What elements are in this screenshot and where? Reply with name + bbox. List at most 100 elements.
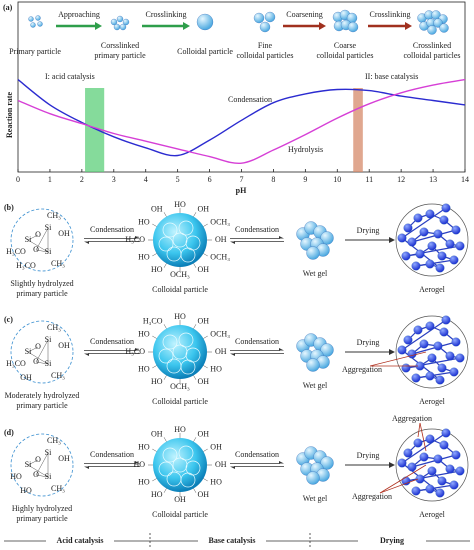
bond bbox=[152, 335, 157, 339]
particle bbox=[320, 231, 334, 245]
sub-particle bbox=[178, 445, 194, 461]
atom-label: CH₃ bbox=[51, 484, 65, 493]
caption: primary particle bbox=[16, 289, 68, 298]
aggregation-arrow bbox=[379, 478, 419, 494]
arrow-label: Drying bbox=[357, 226, 380, 235]
arrow-head bbox=[135, 348, 140, 351]
sub-particle bbox=[158, 461, 174, 477]
particle bbox=[407, 462, 417, 472]
particle bbox=[455, 353, 465, 363]
group-label: HO bbox=[151, 490, 163, 499]
atom-label: Si bbox=[25, 235, 32, 244]
catalysis-band bbox=[85, 88, 105, 172]
particle bbox=[455, 241, 465, 251]
x-tick-label: 13 bbox=[429, 175, 437, 184]
group-label: OCH₃ bbox=[170, 382, 190, 391]
bond bbox=[163, 324, 167, 329]
arrow-label: Condensation bbox=[235, 225, 279, 234]
caption: Moderately hydrolyzed bbox=[5, 391, 80, 400]
atom-label: OH bbox=[58, 229, 70, 238]
network-link bbox=[401, 432, 447, 464]
atom-label: Si bbox=[45, 472, 52, 481]
colloidal-particle bbox=[153, 325, 207, 379]
arrow-head bbox=[389, 237, 395, 243]
atom-label: O bbox=[33, 245, 39, 254]
group-label: H₃CO bbox=[143, 317, 163, 326]
particle bbox=[253, 12, 265, 24]
group-label: OH bbox=[215, 347, 227, 356]
catalysis-band bbox=[353, 88, 363, 172]
primary-particle bbox=[10, 208, 74, 272]
arrow-head bbox=[389, 462, 395, 468]
aggregation-arrow bbox=[419, 422, 427, 452]
atom-label: O bbox=[33, 357, 39, 366]
bond bbox=[193, 488, 197, 493]
atom-label: CH₃ bbox=[51, 259, 65, 268]
particle bbox=[413, 438, 423, 448]
arrow-head bbox=[389, 349, 395, 355]
group-label: H₃CO bbox=[125, 347, 145, 356]
x-tick-label: 9 bbox=[303, 175, 307, 184]
caption: Aerogel bbox=[419, 397, 446, 406]
particle bbox=[28, 16, 34, 22]
arrow-head bbox=[135, 461, 140, 464]
sub-particle bbox=[178, 220, 194, 236]
arrow-head bbox=[230, 466, 235, 469]
arrow-head bbox=[230, 241, 235, 244]
atom-label: CH₃ bbox=[51, 371, 65, 380]
panel-label: (c) bbox=[4, 315, 13, 324]
group-label: OCH₃ bbox=[170, 270, 190, 279]
atom-label: CH₃ bbox=[47, 211, 61, 220]
particle bbox=[455, 466, 465, 476]
particle-label: colloidal particles bbox=[236, 51, 293, 60]
bond bbox=[193, 375, 197, 380]
particle bbox=[35, 15, 41, 21]
caption: Colloidal particle bbox=[152, 285, 208, 294]
particle-label: Primary particle bbox=[9, 47, 61, 56]
particle bbox=[425, 484, 435, 494]
group-label: OCH₃ bbox=[210, 329, 230, 338]
particle bbox=[401, 251, 411, 261]
bond bbox=[152, 223, 157, 227]
particle bbox=[306, 358, 320, 372]
arrow-label: Condensation bbox=[235, 450, 279, 459]
particle bbox=[401, 476, 411, 486]
stage-label-bg bbox=[46, 535, 114, 547]
sub-particle bbox=[158, 348, 174, 364]
atom-label: Si bbox=[45, 335, 52, 344]
process-label: Coarsening bbox=[286, 10, 322, 19]
x-tick-label: 10 bbox=[333, 175, 341, 184]
particle bbox=[30, 22, 36, 28]
particle bbox=[425, 371, 435, 381]
aerogel-frame bbox=[395, 315, 469, 389]
group-label: HO bbox=[138, 477, 150, 486]
group-label: HO bbox=[133, 460, 145, 469]
atom-label: Si bbox=[45, 448, 52, 457]
x-axis-label: pH bbox=[236, 186, 247, 195]
group-label: HO bbox=[138, 252, 150, 261]
caption: primary particle bbox=[16, 401, 68, 410]
atom-label: O bbox=[33, 470, 39, 479]
bond bbox=[27, 346, 39, 353]
group-label: HO bbox=[151, 265, 163, 274]
particle bbox=[451, 225, 461, 235]
particle bbox=[413, 213, 423, 223]
particle bbox=[110, 18, 118, 26]
group-label: HO bbox=[151, 377, 163, 386]
particle bbox=[119, 23, 127, 31]
particle bbox=[403, 448, 413, 458]
particle bbox=[451, 337, 461, 347]
arrow-head bbox=[279, 348, 284, 351]
caption: Highly hydrolyzed bbox=[12, 504, 72, 513]
aggregation-arrow bbox=[379, 464, 427, 494]
arrow-head bbox=[183, 22, 190, 30]
particle-label: colloidal particles bbox=[403, 51, 460, 60]
bond bbox=[163, 212, 167, 217]
particle bbox=[433, 18, 443, 28]
bond bbox=[27, 464, 49, 478]
caption: Wet gel bbox=[303, 381, 328, 390]
particle-label: Colloidal particle bbox=[177, 47, 233, 56]
